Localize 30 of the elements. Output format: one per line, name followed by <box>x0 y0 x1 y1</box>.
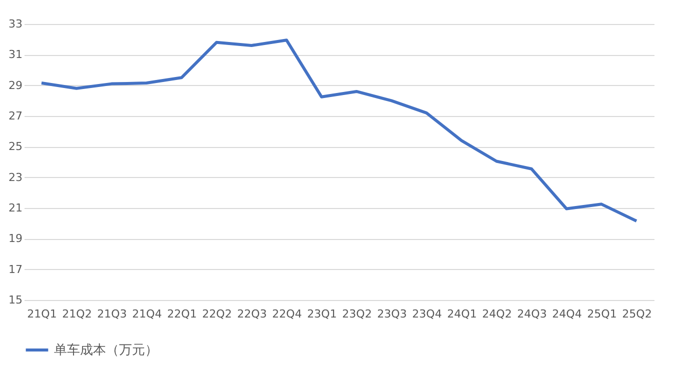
x-tick-label: 23Q4 <box>412 308 442 320</box>
y-tick-label: 15 <box>8 294 22 306</box>
x-tick-label: 24Q2 <box>482 308 512 320</box>
x-tick-label: 21Q2 <box>62 308 92 320</box>
x-tick-label: 22Q1 <box>167 308 197 320</box>
y-tick-label: 19 <box>8 232 22 246</box>
y-tick-label: 29 <box>8 78 22 92</box>
y-tick-label: 31 <box>8 48 22 62</box>
x-tick-label: 22Q3 <box>237 308 267 320</box>
x-tick-label: 21Q1 <box>27 308 57 320</box>
x-tick-label: 23Q3 <box>377 308 407 320</box>
x-tick-label: 21Q3 <box>97 308 127 320</box>
x-tick-label: 23Q1 <box>307 308 337 320</box>
x-tick-label: 22Q4 <box>272 308 302 320</box>
x-tick-label: 24Q4 <box>552 308 582 320</box>
y-tick-label: 33 <box>8 18 22 30</box>
y-tick-label: 25 <box>8 140 22 154</box>
x-tick-label: 22Q2 <box>202 308 232 320</box>
y-tick-label: 27 <box>8 110 22 122</box>
legend-label: 单车成本（万元） <box>54 343 158 358</box>
line-series <box>40 38 638 223</box>
y-tick-label: 21 <box>8 202 22 214</box>
x-tick-label: 24Q1 <box>447 308 477 320</box>
x-tick-label: 21Q4 <box>132 308 162 320</box>
y-tick-label: 23 <box>8 170 22 184</box>
y-tick-label: 17 <box>8 262 22 276</box>
x-tick-label: 25Q1 <box>587 308 617 320</box>
x-tick-label: 24Q3 <box>517 308 547 320</box>
x-tick-label: 23Q2 <box>342 308 372 320</box>
x-tick-label: 25Q2 <box>622 308 652 320</box>
